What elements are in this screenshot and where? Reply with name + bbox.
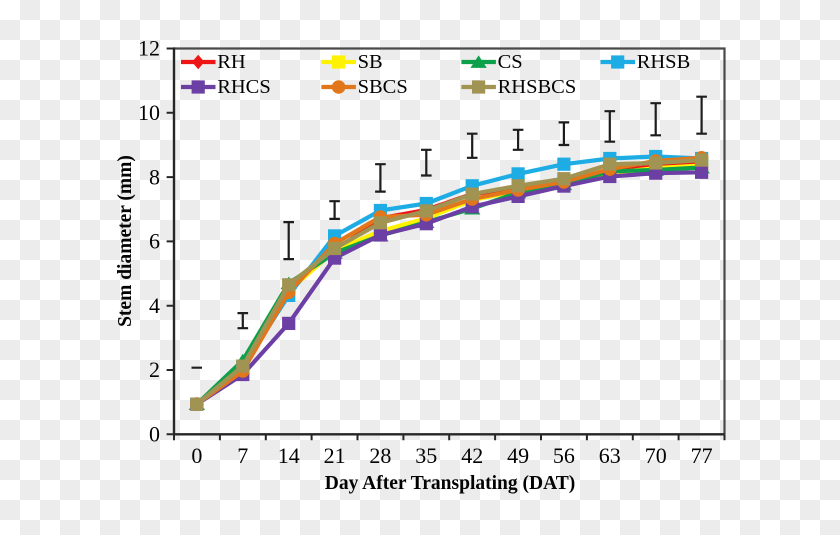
svg-text:49: 49 [507, 443, 529, 468]
svg-text:56: 56 [553, 443, 575, 468]
svg-text:RH: RH [217, 51, 246, 73]
svg-text:0: 0 [149, 422, 160, 447]
svg-text:21: 21 [324, 443, 346, 468]
svg-text:42: 42 [461, 443, 483, 468]
svg-text:2: 2 [149, 357, 160, 382]
svg-text:Day After Transplating (DAT): Day After Transplating (DAT) [325, 473, 575, 494]
svg-text:28: 28 [369, 443, 391, 468]
svg-text:8: 8 [149, 164, 160, 189]
svg-text:RHSB: RHSB [637, 51, 691, 73]
svg-text:4: 4 [149, 293, 160, 318]
svg-text:63: 63 [599, 443, 621, 468]
svg-text:12: 12 [138, 36, 160, 61]
svg-text:70: 70 [645, 443, 667, 468]
svg-text:7: 7 [237, 443, 248, 468]
svg-text:RHSBCS: RHSBCS [498, 76, 577, 98]
svg-text:0: 0 [191, 443, 202, 468]
svg-text:CS: CS [498, 51, 523, 73]
svg-text:14: 14 [278, 443, 300, 468]
svg-text:77: 77 [691, 443, 713, 468]
svg-text:SB: SB [358, 51, 383, 73]
svg-text:10: 10 [138, 100, 160, 125]
svg-text:Stem diameter (mm): Stem diameter (mm) [115, 155, 136, 327]
svg-text:RHCS: RHCS [217, 76, 271, 98]
svg-text:6: 6 [149, 229, 160, 254]
svg-text:SBCS: SBCS [358, 76, 408, 98]
svg-text:35: 35 [415, 443, 437, 468]
